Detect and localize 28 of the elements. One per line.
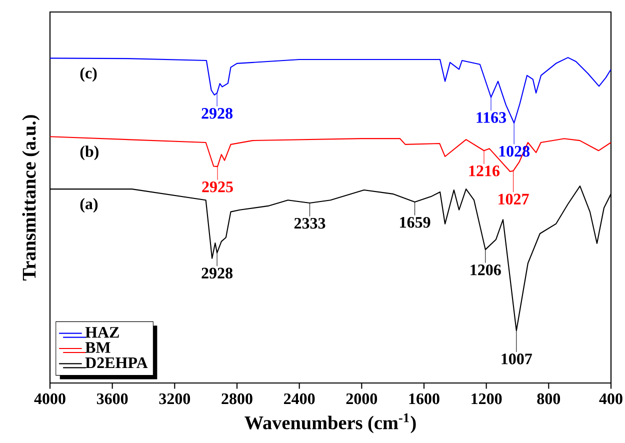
annotation: 1206 [470,264,501,276]
annotation: 2928 [202,268,233,279]
annotation: (a) [80,198,98,213]
y-axis-title: Transmittance (a.u.) [22,115,40,280]
annotation: 1007 [502,354,532,364]
x-tick-label: 2400 [284,393,315,404]
x-tick-label: 3200 [159,393,190,404]
annotation: (b) [80,146,98,160]
x-tick-label: 2800 [222,393,252,404]
x-tick-label: 3600 [96,393,128,404]
annotation: 2333 [294,218,326,229]
annotation: 1216 [469,166,500,176]
x-tick-label: 400 [599,393,622,404]
annotation: 2925 [202,182,233,192]
legend-label: D2EHPA [85,357,148,368]
annotation: 2928 [202,108,233,119]
x-axis-title: Wavenumbers (cm$^{-1}$) [244,413,416,434]
x-tick-label: 1200 [472,393,502,404]
legend-label: BM [85,342,110,353]
x-tick-label: 4000 [34,393,66,404]
x-tick-label: 1600 [409,393,440,404]
legend-label: HAZ [85,327,119,338]
x-tick-label: 2000 [346,393,378,404]
x-tick-label: 800 [537,393,560,404]
annotation: 1027 [498,194,529,205]
annotation: (c) [80,67,97,82]
annotation: 1659 [400,216,430,228]
annotation: 1163 [476,112,506,123]
